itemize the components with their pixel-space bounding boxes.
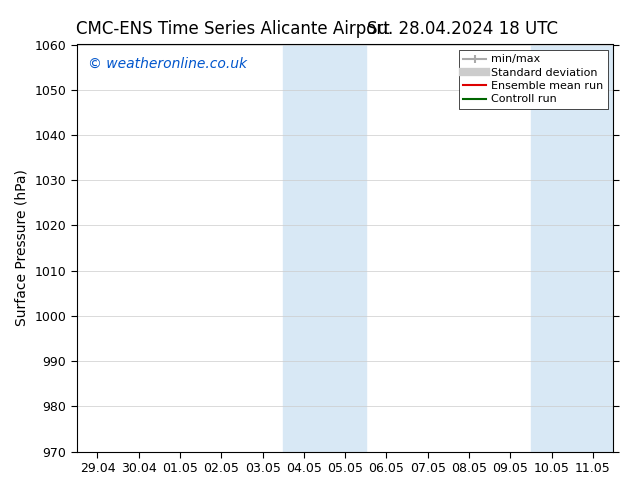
Bar	[531, 45, 614, 452]
Bar	[283, 45, 366, 452]
Legend: min/max, Standard deviation, Ensemble mean run, Controll run: min/max, Standard deviation, Ensemble me…	[459, 50, 608, 109]
Y-axis label: Surface Pressure (hPa): Surface Pressure (hPa)	[15, 170, 29, 326]
Text: Su. 28.04.2024 18 UTC: Su. 28.04.2024 18 UTC	[367, 20, 558, 38]
Text: CMC-ENS Time Series Alicante Airport: CMC-ENS Time Series Alicante Airport	[76, 20, 390, 38]
Text: © weatheronline.co.uk: © weatheronline.co.uk	[87, 57, 247, 71]
